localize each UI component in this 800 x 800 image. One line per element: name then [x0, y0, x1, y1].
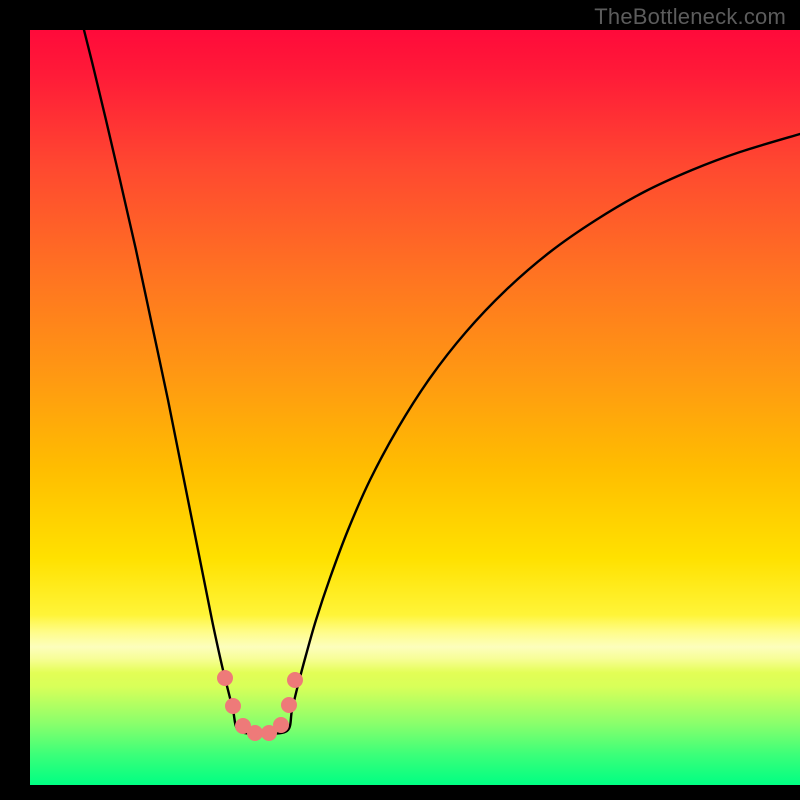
valley-marker — [288, 673, 303, 688]
curve-left-branch — [84, 30, 800, 735]
valley-marker — [226, 699, 241, 714]
valley-marker — [282, 698, 297, 713]
curve-layer — [30, 30, 800, 785]
valley-markers — [218, 671, 303, 741]
watermark-text: TheBottleneck.com — [594, 4, 786, 30]
valley-marker — [248, 726, 263, 741]
valley-marker — [218, 671, 233, 686]
valley-marker — [274, 718, 289, 733]
chart-area — [30, 30, 800, 785]
